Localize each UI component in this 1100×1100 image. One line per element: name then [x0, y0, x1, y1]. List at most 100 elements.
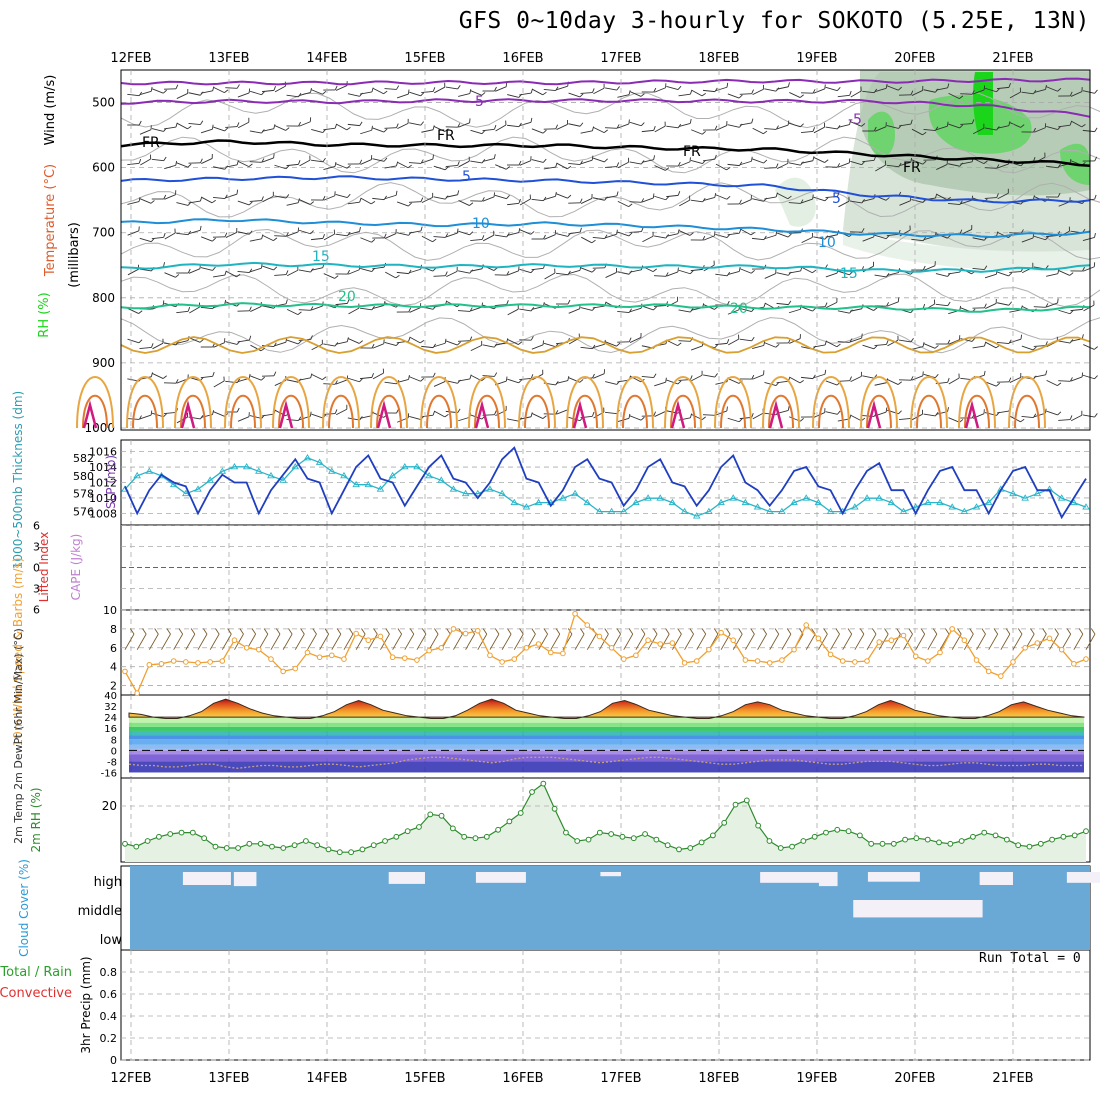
thickness-point: [1021, 494, 1029, 501]
wind-barb: [249, 158, 265, 163]
wind-barb: [556, 193, 572, 199]
rh2m-point: [122, 840, 128, 847]
thickness-point: [303, 454, 312, 461]
wind-barb: [519, 336, 534, 341]
rh2m-point: [416, 824, 422, 830]
wind-barb: [825, 86, 841, 92]
thickness-point: [924, 498, 932, 506]
wind-barb: [1046, 269, 1060, 277]
wind-barb: [507, 378, 523, 384]
wind-barb: [985, 298, 997, 309]
wind-barb: [372, 127, 388, 133]
rh2m-point: [596, 829, 603, 836]
top-date-label: 12FEB: [110, 51, 151, 66]
wind-barb: [213, 376, 225, 388]
rh2m-point: [336, 849, 343, 856]
isotherm-label: 5: [462, 169, 471, 185]
wind-tick-label: 10: [103, 604, 117, 617]
top-date-label: 16FEB: [502, 51, 543, 66]
wind-barb: [764, 342, 780, 348]
wind-barb: [702, 87, 718, 93]
rh2m-point: [834, 826, 841, 833]
wind-barb: [617, 337, 632, 343]
wind-speed-point: [353, 630, 359, 637]
wind-barb: [666, 85, 682, 90]
isotherm-loop: [82, 395, 108, 429]
wind-barb: [507, 266, 520, 276]
rh2m-point: [189, 829, 196, 836]
rh2m-point: [223, 845, 230, 851]
rh2m-point: [359, 846, 366, 853]
wind-barb: [335, 337, 349, 345]
rh2m-point: [970, 833, 976, 840]
wind-barb: [1045, 192, 1061, 198]
isotherm-label: 20: [338, 289, 356, 305]
cloud-block-high: [182, 872, 231, 885]
wind-barb: [200, 236, 216, 242]
cloud-block-high: [979, 872, 1013, 885]
wind-barb: [911, 371, 924, 381]
li-tick-label: 0: [33, 562, 40, 575]
wind-speed-point: [146, 661, 153, 668]
wind-barb: [176, 88, 189, 99]
wind-barb: [875, 160, 887, 172]
temp-color-band: [129, 726, 1084, 731]
wind-barb: [458, 89, 472, 97]
wind-barb: [728, 334, 740, 346]
wind-speed-point: [827, 651, 834, 658]
wind-speed-point: [365, 637, 372, 644]
thickness-point: [182, 489, 190, 497]
wind-barb: [972, 265, 988, 270]
rh2m-point: [495, 826, 501, 833]
wind-barb: [752, 370, 765, 380]
wind-barb: [1058, 91, 1073, 97]
wind-barb: [727, 417, 743, 423]
wind-speed-point: [462, 630, 469, 637]
wind-barb: [433, 271, 448, 277]
bottom-date-label: 16FEB: [502, 1071, 543, 1086]
wind-barb: [801, 194, 814, 204]
wind-barb: [984, 193, 999, 199]
wind-barb: [923, 261, 936, 271]
temp-color-band: [129, 730, 1084, 736]
surface-wind-barb: [684, 628, 694, 650]
wind-speed-point: [608, 644, 615, 651]
li-tick-label: 3: [33, 583, 40, 596]
surface-wind-barb: [793, 628, 804, 650]
wind-barb: [286, 160, 301, 167]
wind-barb: [678, 157, 691, 167]
isotherm-loop: [958, 376, 996, 429]
isotherm-loop: [566, 376, 604, 429]
wind-barb: [641, 373, 657, 378]
surface-wind-barb: [136, 628, 147, 650]
wind-speed-point: [706, 646, 712, 653]
surface-wind-barb: [842, 628, 853, 650]
precip-legend-total: Total / Rain: [0, 965, 72, 980]
bottom-date-label: 15FEB: [404, 1071, 445, 1086]
isotherm-loop: [518, 376, 556, 429]
wind-barb: [666, 339, 682, 347]
cloud-tick-label: low: [100, 933, 123, 948]
isotherm-loop: [866, 400, 882, 429]
top-date-label: 19FEB: [796, 51, 837, 66]
wind-barb: [140, 154, 152, 166]
wind-barb: [666, 191, 681, 198]
wind-barb: [887, 335, 899, 347]
wind-barb: [886, 297, 900, 307]
wind-tick-label: 2: [110, 680, 117, 693]
wind-barb: [800, 374, 816, 380]
rh2m-point: [811, 833, 818, 840]
rh-contour: [120, 273, 1100, 308]
wind-barb: [654, 377, 667, 387]
surface-wind-barb: [623, 628, 634, 650]
wind-barb: [764, 269, 777, 279]
wind-barb: [372, 195, 388, 201]
surface-wind-barb: [720, 628, 731, 650]
wind-barb: [800, 127, 816, 133]
wind-speed-point: [803, 622, 810, 628]
isotherm-line: [120, 336, 1091, 354]
wind-barb: [593, 126, 608, 134]
wind-barb: [164, 190, 177, 200]
wind-barb: [1082, 374, 1098, 380]
isotherm-loop: [272, 376, 310, 429]
